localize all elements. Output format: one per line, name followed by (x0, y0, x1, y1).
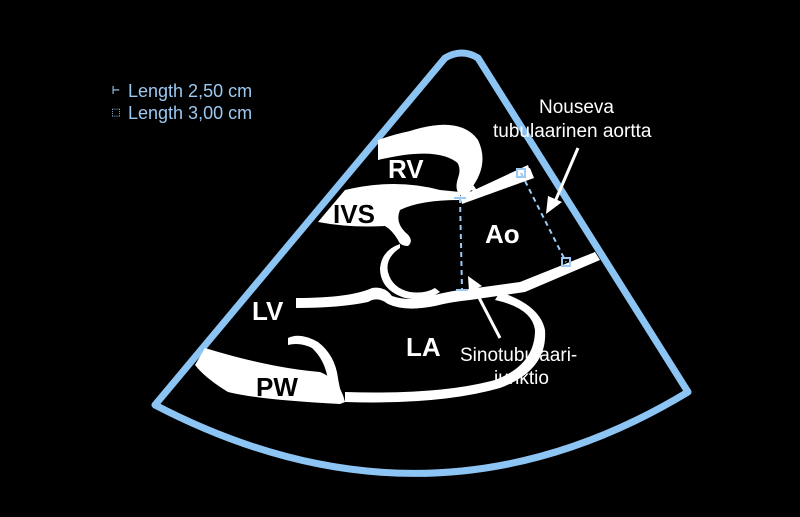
aortic-posterior-wall (296, 252, 600, 309)
ivs-wall (318, 184, 460, 246)
label-lv: LV (252, 296, 284, 326)
label-rv: RV (388, 154, 424, 184)
square-marker-icon: ⬚ (112, 105, 120, 120)
label-sinotubular-line2: junktio (493, 368, 549, 389)
label-la: LA (406, 332, 441, 362)
measure-line-ascending[interactable] (520, 172, 567, 263)
measure-line-sinotubular[interactable] (459, 197, 463, 291)
aortic-anterior-wall (460, 168, 534, 204)
label-ao: Ao (485, 219, 520, 249)
legend-length-1: Length 2,50 cm (128, 81, 253, 101)
pw-wall (195, 348, 345, 404)
rv-wall-upper (378, 128, 532, 198)
label-pw: PW (256, 372, 298, 402)
label-ivs: IVS (333, 199, 375, 229)
measurement-legend: ⊢ Length 2,50 cm ⬚ Length 3,00 cm (112, 80, 252, 124)
arrow-sinotubular (468, 276, 502, 339)
label-sinotubular-line1: Sinotubulaari- (460, 345, 577, 366)
tick-marker-icon: ⊢ (112, 83, 120, 98)
measure-square-bottom[interactable] (561, 257, 571, 267)
legend-row-2[interactable]: ⬚ Length 3,00 cm (112, 102, 252, 124)
label-ascending-line1: Nouseva (539, 97, 614, 118)
legend-row-1[interactable]: ⊢ Length 2,50 cm (112, 80, 252, 102)
arrow-ascending (546, 147, 580, 214)
legend-length-2: Length 3,00 cm (128, 103, 253, 123)
label-ascending-line2: tubulaarinen aortta (493, 121, 652, 142)
measure-square-top[interactable] (516, 168, 526, 178)
aortic-root (380, 244, 440, 300)
